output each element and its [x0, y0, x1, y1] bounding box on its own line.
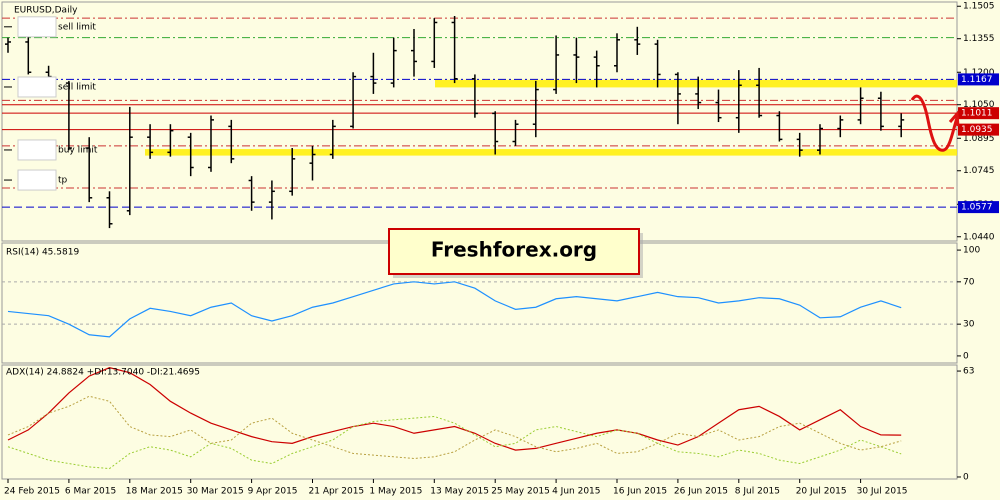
order-label: buy limit: [58, 145, 98, 155]
line: [7, 415, 902, 470]
x-tick-label: 6 Mar 2015: [65, 487, 116, 497]
x-tick-label: 18 Mar 2015: [126, 487, 183, 497]
adx-panel: [1, 364, 958, 480]
adx-title: ADX(14) 24.8824 +DI:13.7040 -DI:21.4695: [6, 368, 200, 378]
price-tag: [958, 123, 999, 136]
y-tick-label: 1.1355: [963, 34, 995, 44]
line: [7, 281, 902, 338]
y-tick-label: 1.0895: [963, 134, 995, 144]
price-tag-label: 1.0935: [961, 125, 993, 135]
x-tick-label: 13 May 2015: [430, 487, 489, 497]
x-tick-label: 9 Apr 2015: [248, 487, 298, 497]
x-tick-label: 24 Feb 2015: [4, 487, 60, 497]
price-tag-label: 1.1011: [961, 109, 993, 119]
y-tick-label: 30: [963, 320, 975, 330]
line: [7, 367, 902, 451]
order-box: [17, 169, 57, 191]
y-tick-label: 63: [963, 367, 974, 377]
x-tick-label: 1 May 2015: [369, 487, 422, 497]
order-label: sell limit: [58, 82, 96, 92]
zone: [435, 79, 957, 88]
x-tick-label: 21 Apr 2015: [309, 487, 365, 497]
line: [7, 395, 902, 459]
order-box: [17, 76, 57, 98]
y-tick-label: 1.1505: [963, 2, 995, 12]
x-tick-label: 16 Jun 2015: [613, 487, 667, 497]
y-tick-label: 1.0745: [963, 166, 995, 176]
watermark: Freshforex.org: [431, 238, 597, 262]
order-box: [17, 16, 57, 38]
x-tick-label: 20 Jul 2015: [796, 487, 847, 497]
price-tag: [958, 73, 999, 86]
price-tag-label: 1.1167: [961, 75, 993, 85]
x-tick-label: 25 May 2015: [491, 487, 550, 497]
price-tag: [958, 201, 999, 214]
rsi-title: RSI(14) 45.5819: [6, 248, 79, 258]
watermark-box: [388, 228, 640, 275]
x-tick-label: 4 Jun 2015: [552, 487, 600, 497]
layer: 1.1505 1.1355 1.1200 1.1050 1.0895 1.0745 1.05…: [2, 2, 999, 497]
y-tick-label: 1.1200: [963, 68, 995, 78]
y-tick-label: 1.0440: [963, 232, 995, 242]
order-label: sell limit: [58, 22, 96, 32]
y-tick-label: 0: [963, 472, 969, 482]
y-tick-label: 70: [963, 277, 975, 287]
chart-title: EURUSD,Daily: [14, 6, 78, 16]
price-tag-label: 1.0577: [961, 203, 993, 213]
price-tag: [958, 107, 999, 120]
forecast-arrow: [910, 94, 960, 152]
y-tick-label: 0: [963, 351, 969, 361]
x-tick-label: 30 Mar 2015: [187, 487, 244, 497]
x-tick-label: 30 Jul 2015: [857, 487, 908, 497]
x-tick-label: 8 Jul 2015: [735, 487, 780, 497]
y-tick-label: 100: [963, 246, 980, 256]
y-tick-label: 1.1050: [963, 100, 995, 110]
order-label: tp: [58, 176, 68, 186]
order-box: [17, 139, 57, 161]
zone: [145, 149, 957, 156]
x-tick-label: 26 Jun 2015: [674, 487, 728, 497]
